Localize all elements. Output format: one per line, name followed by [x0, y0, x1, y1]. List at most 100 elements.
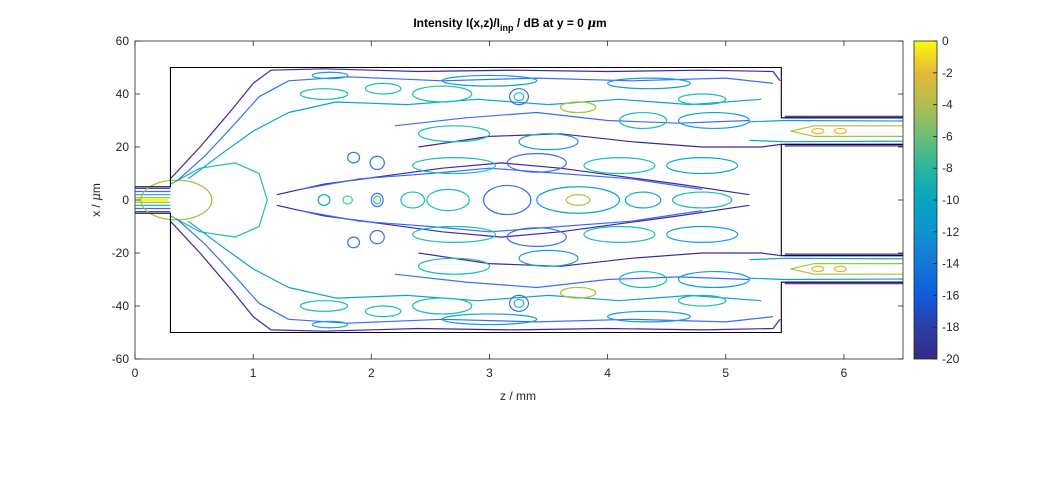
contour-island	[559, 286, 597, 299]
contour-line-envelope	[175, 218, 774, 324]
colorbar-tick-label: -4	[942, 98, 953, 112]
contour-island	[299, 300, 349, 312]
contour-line-output	[749, 257, 904, 261]
contour-line-output	[749, 277, 904, 281]
contour-island	[426, 188, 470, 212]
contour-island	[508, 294, 530, 312]
contour-island	[565, 194, 591, 206]
y-tick-label: -40	[112, 299, 130, 313]
y-tick-label: -20	[112, 246, 130, 260]
contour-island	[618, 111, 668, 130]
contour-line-envelope	[187, 98, 762, 180]
y-tick-label: 0	[122, 193, 129, 207]
contour-island	[370, 192, 384, 208]
y-axis-label: x / μm	[89, 183, 103, 217]
contour-island	[441, 74, 538, 87]
colorbar-tick-label: -10	[942, 193, 960, 207]
contour-line-output	[790, 263, 903, 275]
colorbar-tick-label: -6	[942, 129, 953, 143]
contour-line-beam	[170, 162, 268, 238]
contour-line-branch	[394, 273, 750, 289]
contour-island	[677, 93, 727, 106]
contour-island	[677, 111, 751, 130]
contour-island	[677, 294, 727, 307]
contour-island	[400, 191, 426, 209]
y-tick-label: 60	[116, 34, 130, 48]
contour-island	[412, 225, 496, 243]
x-tick-label: 1	[250, 366, 257, 380]
contour-line-envelope	[169, 68, 781, 180]
contour-island	[364, 82, 402, 95]
contour-island	[513, 92, 525, 102]
contour-island	[624, 191, 662, 209]
colorbar-tick-label: -14	[942, 257, 960, 271]
contour-island	[672, 191, 733, 209]
contour-island	[518, 249, 579, 267]
contour-line-output	[749, 139, 904, 143]
contour-island	[342, 195, 354, 205]
contour-island	[666, 225, 739, 243]
contour-island	[369, 155, 385, 171]
contour-island	[417, 257, 491, 275]
contour-output-peak	[833, 127, 847, 135]
contour-island	[412, 297, 473, 315]
x-tick-label: 2	[368, 366, 375, 380]
contour-island	[513, 298, 525, 308]
plot-area: 0 1 2 3 4 5 6 60 40 20 0 -20 -40 -60	[112, 34, 904, 380]
contour-island	[347, 236, 361, 249]
x-axis-ticks: 0 1 2 3 4 5 6	[132, 41, 848, 380]
contour-island	[311, 71, 349, 80]
contour-island	[364, 305, 402, 318]
y-tick-label: 40	[116, 87, 130, 101]
x-tick-label: 5	[722, 366, 729, 380]
colorbar-tick-label: -20	[942, 352, 960, 366]
x-tick-label: 6	[841, 366, 848, 380]
colorbar: 0 -2 -4 -6 -8 -10 -12 -14 -16 -18 -20	[913, 34, 960, 366]
contour-island	[508, 88, 530, 106]
contour-island	[618, 270, 668, 289]
chart-title: Intensity I(x,z)/Iinp / dB at y = 0 μm	[413, 16, 606, 33]
contour-island	[607, 310, 691, 323]
contour-island	[518, 133, 579, 151]
y-tick-label: 20	[116, 140, 130, 154]
contour-line-branch	[418, 252, 782, 267]
waveguide-outline	[135, 66, 903, 334]
contour-island	[666, 157, 739, 175]
contour-island	[417, 125, 491, 143]
contour-island	[412, 85, 473, 103]
y-axis-ticks: 60 40 20 0 -20 -40 -60	[112, 34, 903, 366]
waveguide-boundary	[135, 66, 903, 334]
contour-output-peak	[811, 127, 825, 135]
contour-output-peak	[833, 265, 847, 273]
colorbar-ticks: 0 -2 -4 -6 -8 -10 -12 -14 -16 -18 -20	[933, 34, 960, 366]
y-tick-label: -60	[112, 352, 130, 366]
contour-island	[311, 320, 349, 329]
colorbar-tick-label: -16	[942, 288, 960, 302]
colorbar-tick-label: -12	[942, 225, 960, 239]
x-tick-label: 0	[132, 366, 139, 380]
contour-line-branch	[418, 133, 782, 148]
contour-island	[506, 227, 567, 247]
contour-island	[412, 157, 496, 175]
contour-island	[583, 157, 656, 175]
contour-island	[583, 225, 656, 243]
contour-island	[299, 88, 349, 100]
contour-line-output	[749, 119, 904, 123]
contour-line-beam	[140, 179, 213, 221]
x-tick-label: 3	[486, 366, 493, 380]
colorbar-tick-label: -18	[942, 320, 960, 334]
contour-line-envelope	[169, 220, 781, 332]
colorbar-tick-label: -2	[942, 66, 953, 80]
contour-island	[482, 184, 532, 216]
contour-island	[441, 313, 538, 326]
x-tick-label: 4	[604, 366, 611, 380]
contour-island	[536, 186, 621, 214]
contour-island	[347, 151, 361, 164]
contour-island	[506, 153, 567, 173]
contour-line-center	[300, 210, 703, 233]
x-axis-label: z / mm	[500, 389, 536, 403]
contour-island	[369, 229, 385, 245]
contour-output-peak	[811, 265, 825, 273]
contour-line-envelope	[187, 220, 762, 302]
